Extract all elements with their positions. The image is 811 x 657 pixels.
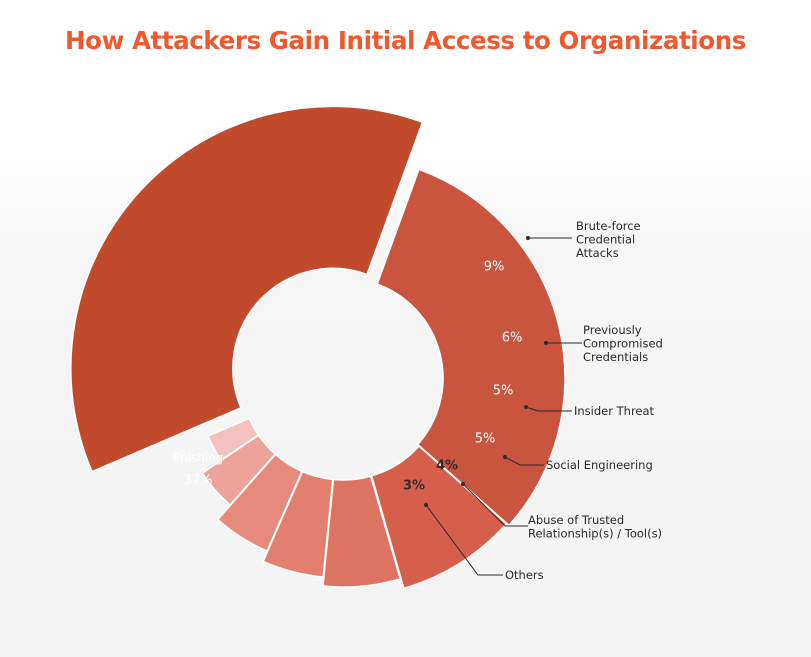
- slice-value-others: 3%: [403, 479, 425, 494]
- leader-line-social-engineering: [504, 456, 544, 466]
- slice-label-phishing: Phishing: [173, 451, 224, 465]
- leader-dot-brute-force-credential-attacks: [526, 236, 530, 240]
- leader-dot-social-engineering: [503, 455, 507, 459]
- slice-others: [206, 417, 260, 462]
- leader-dot-abuse-of-trusted-relationship-s-tool-s: [461, 482, 465, 486]
- chart-title: How Attackers Gain Initial Access to Org…: [65, 26, 746, 55]
- slice-value-brute-force-credential-attacks: 9%: [484, 260, 505, 275]
- slice-label-insider-threat: Insider Threat: [574, 404, 655, 418]
- slice-label-previously-compromised-credentials: Previously Compromised Credentials: [583, 323, 663, 364]
- leader-line-abuse-of-trusted-relationship-s-tool-s: [462, 483, 528, 527]
- leader-line-insider-threat: [525, 406, 572, 412]
- leader-line-others: [425, 504, 503, 576]
- slice-label-abuse-of-trusted-relationship-s-tool-s: Abuse of Trusted Relationship(s) / Tool(s…: [528, 513, 662, 541]
- slice-value-abuse-of-trusted-relationship-s-tool-s: 4%: [436, 459, 458, 474]
- leader-dot-insider-threat: [524, 405, 528, 409]
- slice-value-phishing: 37%: [184, 473, 213, 488]
- slice-brute-force-credential-attacks: [370, 445, 508, 590]
- leader-dot-others: [424, 503, 428, 507]
- slice-value-social-engineering: 5%: [475, 432, 496, 447]
- slice-label-social-engineering: Social Engineering: [546, 458, 653, 472]
- slice-insider-threat: [262, 470, 334, 578]
- slice-software-vulnerabilities: [376, 168, 566, 527]
- slice-phishing: [70, 105, 424, 473]
- leader-dot-previously-compromised-credentials: [544, 341, 548, 345]
- slice-social-engineering: [216, 453, 303, 553]
- slice-value-insider-threat: 5%: [493, 384, 514, 399]
- slice-label-brute-force-credential-attacks: Brute-force Credential Attacks: [576, 219, 641, 260]
- slice-previously-compromised-credentials: [322, 475, 402, 588]
- slice-value-previously-compromised-credentials: 6%: [502, 331, 523, 346]
- slice-label-others: Others: [505, 568, 544, 582]
